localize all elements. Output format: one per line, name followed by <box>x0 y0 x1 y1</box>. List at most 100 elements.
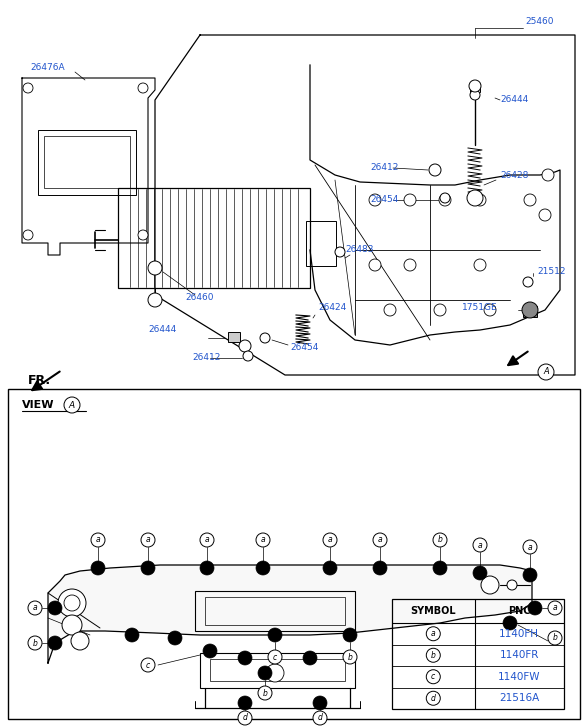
Text: a: a <box>527 542 532 552</box>
Circle shape <box>369 194 381 206</box>
Circle shape <box>335 247 345 257</box>
Circle shape <box>141 561 155 575</box>
Circle shape <box>433 533 447 547</box>
Circle shape <box>439 194 451 206</box>
Circle shape <box>473 538 487 552</box>
Text: a: a <box>328 536 332 545</box>
Circle shape <box>503 616 517 630</box>
Circle shape <box>138 230 148 240</box>
Circle shape <box>91 561 105 575</box>
Text: d: d <box>431 694 436 703</box>
Text: 26412: 26412 <box>192 353 220 363</box>
Text: VIEW: VIEW <box>22 400 55 410</box>
Circle shape <box>542 169 554 181</box>
Circle shape <box>548 601 562 615</box>
Text: 1140FH: 1140FH <box>499 629 539 639</box>
Circle shape <box>238 696 252 710</box>
Text: 26428: 26428 <box>500 171 529 180</box>
Circle shape <box>28 636 42 650</box>
Circle shape <box>548 631 562 645</box>
Circle shape <box>238 651 252 665</box>
Circle shape <box>474 259 486 271</box>
Circle shape <box>64 397 80 413</box>
Circle shape <box>473 566 487 580</box>
Text: a: a <box>96 536 101 545</box>
Circle shape <box>440 193 450 203</box>
Circle shape <box>91 533 105 547</box>
Text: 21516A: 21516A <box>499 694 539 703</box>
Bar <box>228 332 240 342</box>
Circle shape <box>467 190 483 206</box>
Circle shape <box>524 194 536 206</box>
Circle shape <box>238 711 252 725</box>
Circle shape <box>469 80 481 92</box>
Circle shape <box>538 364 554 380</box>
Text: 26454: 26454 <box>370 196 399 204</box>
Text: 21512: 21512 <box>537 268 566 276</box>
Circle shape <box>28 601 42 615</box>
Text: 26424: 26424 <box>318 303 346 313</box>
Circle shape <box>48 636 62 650</box>
Circle shape <box>203 644 217 658</box>
Circle shape <box>429 164 441 176</box>
Circle shape <box>539 209 551 221</box>
Circle shape <box>313 696 327 710</box>
Circle shape <box>71 632 89 650</box>
Circle shape <box>58 589 86 617</box>
Text: 26444: 26444 <box>148 326 176 334</box>
Bar <box>205 597 345 625</box>
Circle shape <box>481 576 499 594</box>
Bar <box>8 389 580 719</box>
Text: d: d <box>243 713 248 723</box>
Text: c: c <box>273 653 277 662</box>
Text: 26476A: 26476A <box>30 63 65 73</box>
Circle shape <box>373 533 387 547</box>
Circle shape <box>141 658 155 672</box>
Text: 26460: 26460 <box>185 294 213 302</box>
Text: a: a <box>205 536 209 545</box>
Circle shape <box>64 595 80 611</box>
Bar <box>118 188 310 288</box>
Text: 26412: 26412 <box>370 164 399 172</box>
Text: 26444: 26444 <box>500 95 528 105</box>
Text: a: a <box>431 630 436 638</box>
Circle shape <box>266 664 284 682</box>
Circle shape <box>268 650 282 664</box>
Circle shape <box>258 686 272 700</box>
Circle shape <box>303 651 317 665</box>
Text: a: a <box>477 540 482 550</box>
Circle shape <box>125 628 139 642</box>
Circle shape <box>404 194 416 206</box>
Circle shape <box>523 568 537 582</box>
Circle shape <box>369 259 381 271</box>
Circle shape <box>168 631 182 645</box>
Circle shape <box>426 670 440 684</box>
Circle shape <box>200 533 214 547</box>
Circle shape <box>426 691 440 705</box>
Circle shape <box>343 650 357 664</box>
Text: a: a <box>377 536 382 545</box>
Circle shape <box>433 561 447 575</box>
Text: a: a <box>260 536 265 545</box>
Circle shape <box>243 351 253 361</box>
Circle shape <box>260 333 270 343</box>
Circle shape <box>148 261 162 275</box>
Text: a: a <box>553 603 557 613</box>
Text: b: b <box>263 688 268 697</box>
Circle shape <box>138 83 148 93</box>
Text: A: A <box>69 401 75 409</box>
Text: b: b <box>431 651 436 659</box>
Circle shape <box>404 259 416 271</box>
Text: c: c <box>431 672 435 681</box>
Circle shape <box>258 666 272 680</box>
Circle shape <box>474 194 486 206</box>
Circle shape <box>268 628 282 642</box>
Circle shape <box>323 533 337 547</box>
Circle shape <box>426 627 440 640</box>
Text: b: b <box>348 653 352 662</box>
Circle shape <box>62 615 82 635</box>
Text: b: b <box>437 536 442 545</box>
Circle shape <box>522 302 538 318</box>
Circle shape <box>507 580 517 590</box>
Circle shape <box>523 540 537 554</box>
